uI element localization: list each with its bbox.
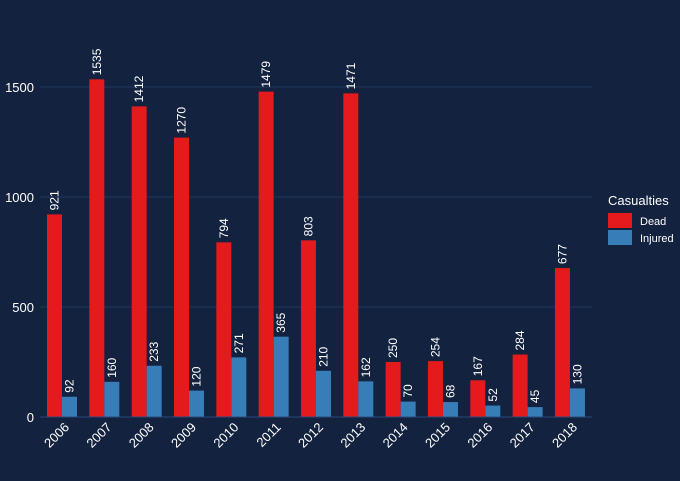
x-tick-label: 2006: [41, 420, 72, 451]
legend: Casualties Dead Injured: [608, 193, 674, 245]
bar-dead-2009: [173, 137, 189, 417]
bar-dead-2014: [385, 362, 401, 417]
x-tick-label: 2012: [295, 420, 326, 451]
bar-injured-2010: [231, 357, 247, 417]
data-label: 254: [428, 337, 442, 357]
data-label: 365: [274, 312, 288, 332]
bar-injured-2006: [62, 396, 77, 417]
x-tick-label: 2016: [464, 420, 495, 451]
gridlines: [40, 86, 592, 308]
bar-injured-2014: [400, 401, 416, 417]
x-tick-label: 2015: [422, 420, 453, 451]
y-tick-label: 500: [12, 300, 34, 315]
data-labels: 921 92 1535 160 1412 233 1270 120 794 271 1479 365 8…: [48, 48, 585, 403]
bar-injured-2009: [188, 390, 204, 417]
data-label: 1270: [174, 107, 188, 134]
data-label: 1479: [259, 61, 273, 88]
bar-dead-2012: [300, 240, 316, 417]
bar-injured-2015: [442, 402, 458, 417]
data-label: 68: [443, 384, 457, 398]
bar-dead-2006: [47, 214, 62, 417]
data-label: 271: [232, 333, 246, 353]
data-label: 233: [147, 341, 161, 361]
y-axis-ticks: 0 500 1000 1500: [5, 80, 34, 425]
data-label: 92: [63, 379, 77, 393]
data-label: 250: [386, 338, 400, 358]
bar-dead-2017: [512, 354, 528, 417]
data-label: 803: [301, 216, 315, 236]
legend-label-injured: Injured: [640, 233, 674, 245]
bar-injured-2008: [146, 365, 162, 417]
data-label: 130: [570, 364, 584, 384]
data-label: 1412: [132, 75, 146, 102]
legend-label-dead: Dead: [640, 216, 666, 228]
bar-dead-2013: [343, 93, 359, 417]
bar-dead-2007: [89, 79, 105, 418]
data-label: 52: [486, 388, 500, 402]
x-tick-label: 2009: [168, 420, 199, 451]
bars: [47, 79, 585, 418]
bar-dead-2010: [216, 242, 232, 417]
bar-injured-2012: [315, 370, 331, 417]
x-tick-label: 2010: [210, 420, 241, 451]
y-tick-label: 0: [27, 410, 34, 425]
data-label: 210: [316, 346, 330, 366]
y-tick-label: 1500: [5, 80, 34, 95]
data-label: 794: [217, 218, 231, 238]
data-label: 45: [528, 389, 542, 403]
data-label: 160: [105, 357, 119, 377]
data-label: 1471: [344, 62, 358, 89]
data-label: 167: [471, 356, 485, 376]
bar-injured-2016: [485, 405, 501, 417]
legend-title: Casualties: [608, 193, 669, 208]
x-tick-label: 2013: [337, 420, 368, 451]
bar-dead-2011: [258, 91, 274, 418]
bar-injured-2018: [569, 388, 585, 417]
legend-swatch-dead: [608, 213, 632, 228]
bar-injured-2013: [358, 381, 374, 417]
x-tick-label: 2008: [126, 420, 157, 451]
bar-dead-2016: [470, 380, 486, 417]
data-label: 1535: [90, 48, 104, 75]
data-label: 120: [189, 366, 203, 386]
x-tick-label: 2007: [83, 420, 114, 451]
x-tick-label: 2017: [507, 420, 538, 451]
legend-swatch-injured: [608, 230, 632, 245]
data-label: 70: [401, 384, 415, 398]
data-label: 284: [513, 330, 527, 350]
x-tick-label: 2014: [380, 420, 411, 451]
x-tick-label: 2018: [549, 420, 580, 451]
bar-dead-2008: [131, 106, 147, 418]
data-label: 677: [555, 244, 569, 264]
y-tick-label: 1000: [5, 190, 34, 205]
bar-dead-2018: [554, 268, 570, 417]
data-label: 921: [48, 190, 62, 210]
bar-injured-2017: [527, 407, 543, 417]
x-tick-label: 2011: [253, 420, 283, 450]
bar-injured-2011: [273, 336, 289, 417]
data-label: 162: [359, 357, 373, 377]
bar-dead-2015: [427, 361, 443, 417]
bar-injured-2007: [104, 381, 120, 417]
x-axis-ticks: 2006 2007 2008 2009 2010 2011 2012 2013 2014 2015…: [41, 420, 580, 451]
